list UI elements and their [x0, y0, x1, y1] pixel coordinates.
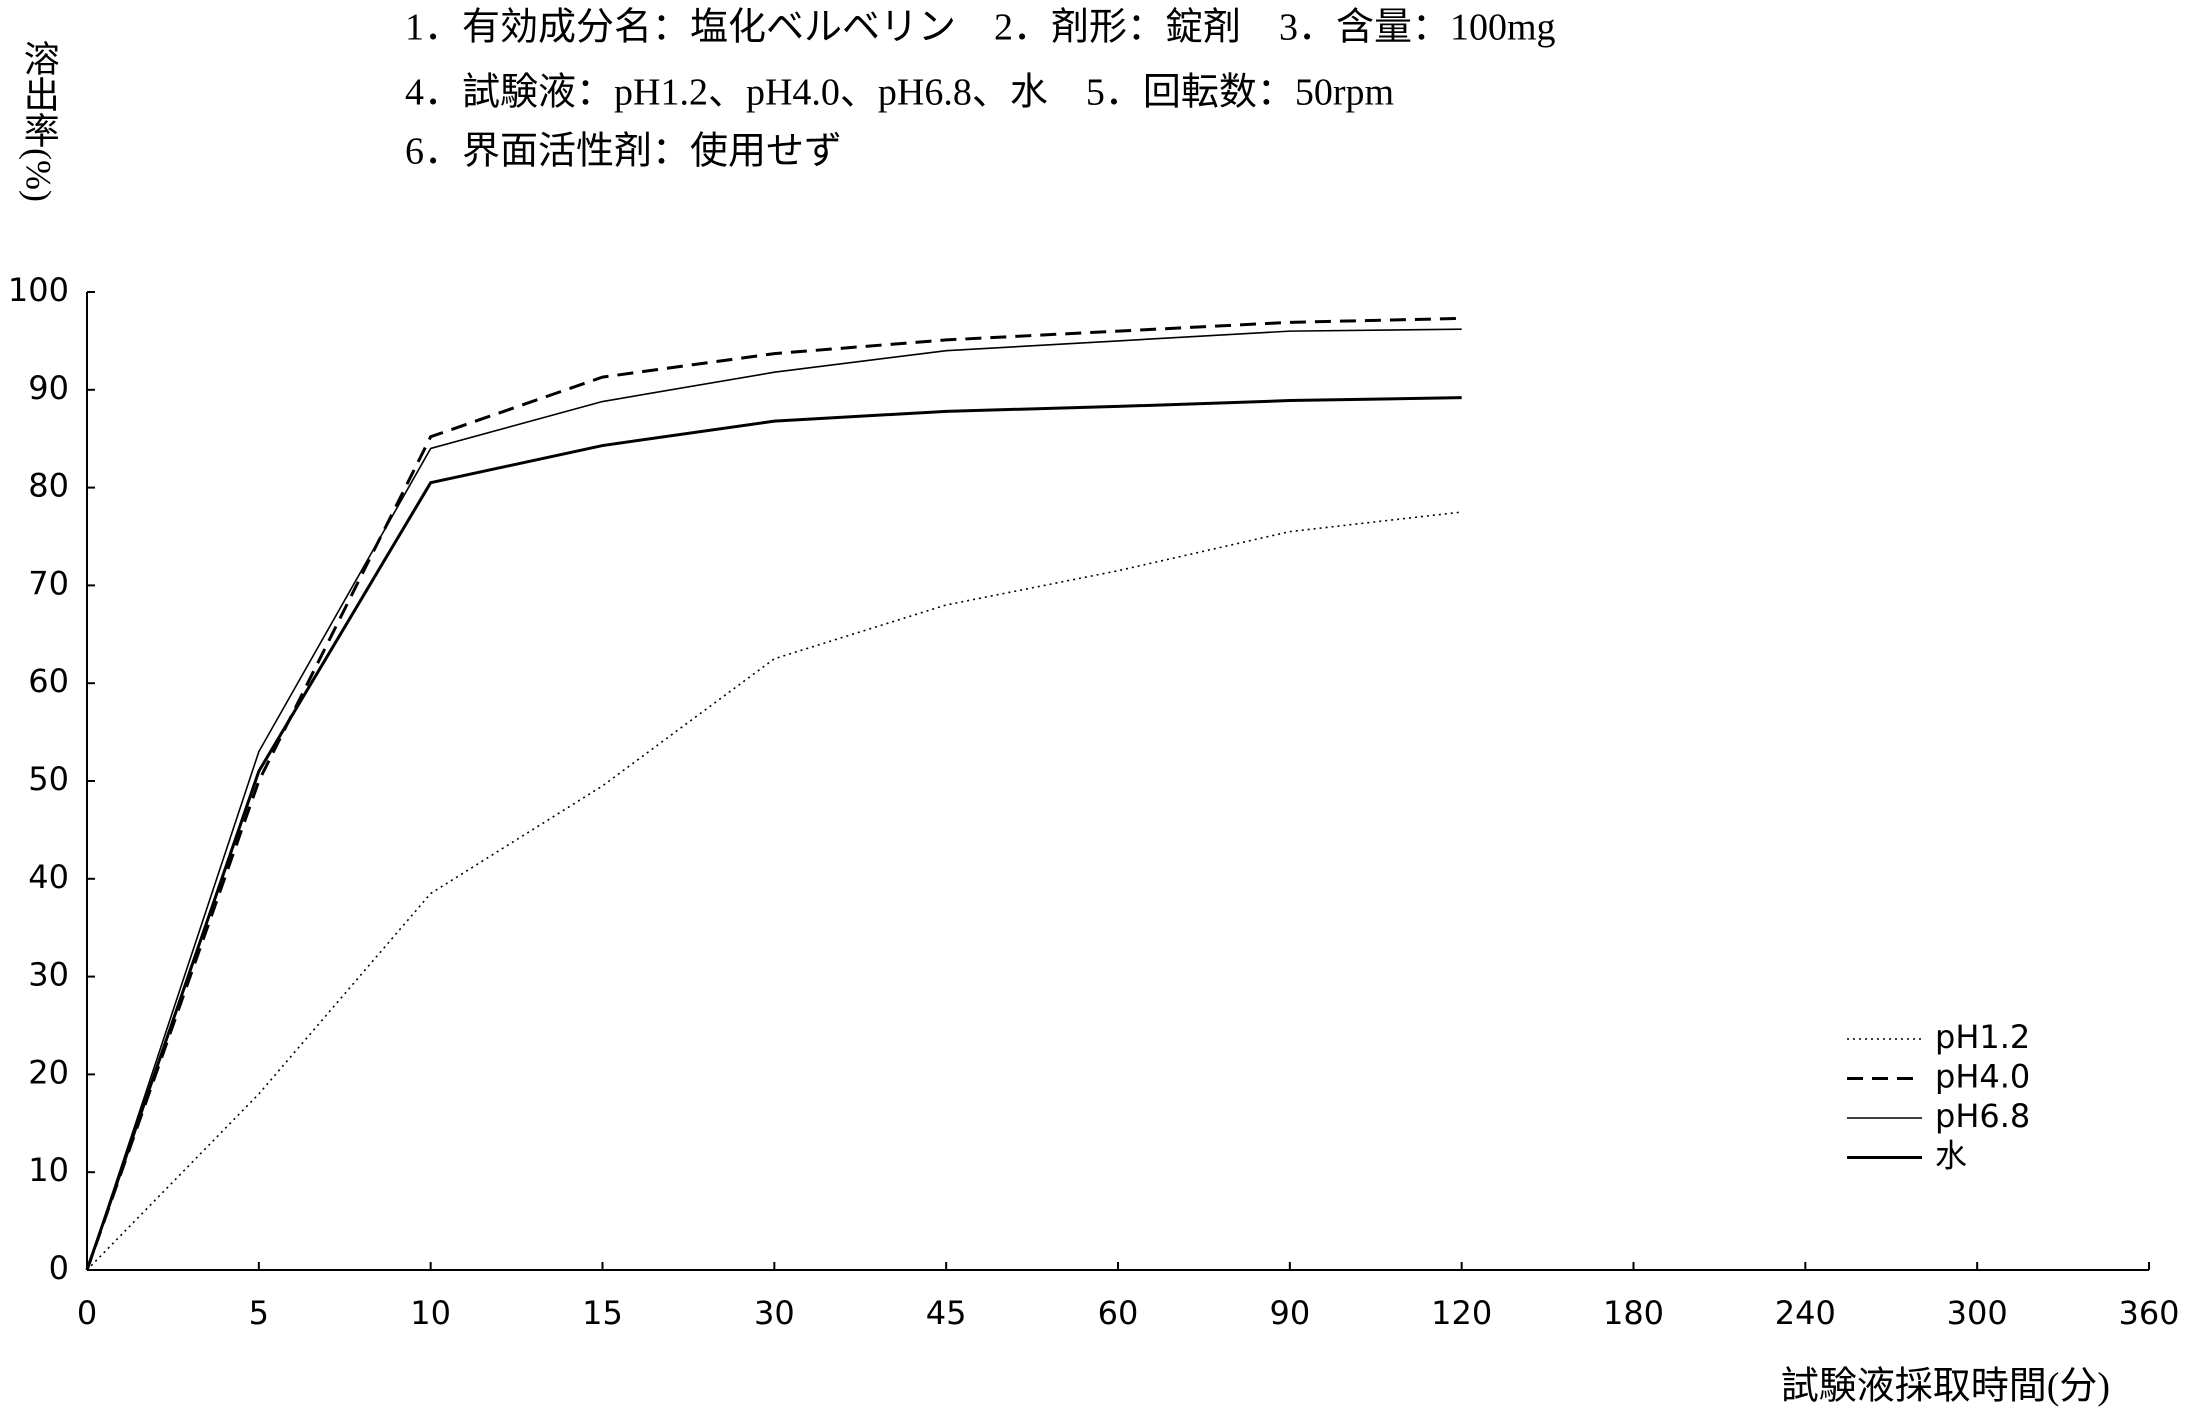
data-line [86, 511, 1462, 1271]
y-tick-label: 60 [28, 662, 69, 700]
legend-label: pH6.8 [1935, 1097, 2030, 1135]
legend-label: pH1.2 [1935, 1018, 2030, 1056]
y-tick-label: 80 [28, 467, 69, 505]
y-axis-label: 溶出率(%) [19, 40, 59, 202]
data-line [85, 396, 1462, 1271]
data-line [86, 328, 1462, 1271]
y-tick-label: 20 [28, 1053, 69, 1091]
x-tick-label: 5 [249, 1294, 269, 1332]
y-tick-label: 10 [28, 1151, 69, 1189]
legend-label: 水 [1935, 1137, 1967, 1175]
title-line: 6．界面活性剤：使用せず [405, 131, 842, 173]
x-tick-label: 60 [1098, 1294, 1139, 1332]
x-tick-label: 180 [1603, 1294, 1664, 1332]
x-tick-label: 10 [410, 1294, 451, 1332]
x-tick-label: 240 [1775, 1294, 1836, 1332]
y-tick-label: 100 [8, 271, 69, 309]
x-tick-label: 15 [582, 1294, 623, 1332]
data-line [85, 316, 1462, 1271]
y-tick-label: 90 [28, 369, 69, 407]
title-line: 1．有効成分名：塩化ベルベリン 2．剤形：錠剤 3．含量：100mg [405, 7, 1556, 49]
x-tick-label: 120 [1431, 1294, 1492, 1332]
y-tick-label: 70 [28, 564, 69, 602]
y-tick-label: 0 [49, 1249, 69, 1287]
x-axis-label: 試験液採取時間(分) [1781, 1366, 2110, 1408]
y-tick-label: 40 [28, 858, 69, 896]
title-line: 4．試験液：pH1.2、pH4.0、pH6.8、水 5．回転数：50rpm [405, 72, 1394, 114]
x-tick-label: 30 [754, 1294, 795, 1332]
x-tick-label: 90 [1269, 1294, 1310, 1332]
legend-label: pH4.0 [1935, 1058, 2030, 1096]
x-tick-label: 45 [926, 1294, 967, 1332]
x-tick-label: 0 [77, 1294, 97, 1332]
x-tick-label: 360 [2118, 1294, 2179, 1332]
x-tick-label: 300 [1947, 1294, 2008, 1332]
y-tick-label: 30 [28, 956, 69, 994]
y-tick-label: 50 [28, 760, 69, 798]
